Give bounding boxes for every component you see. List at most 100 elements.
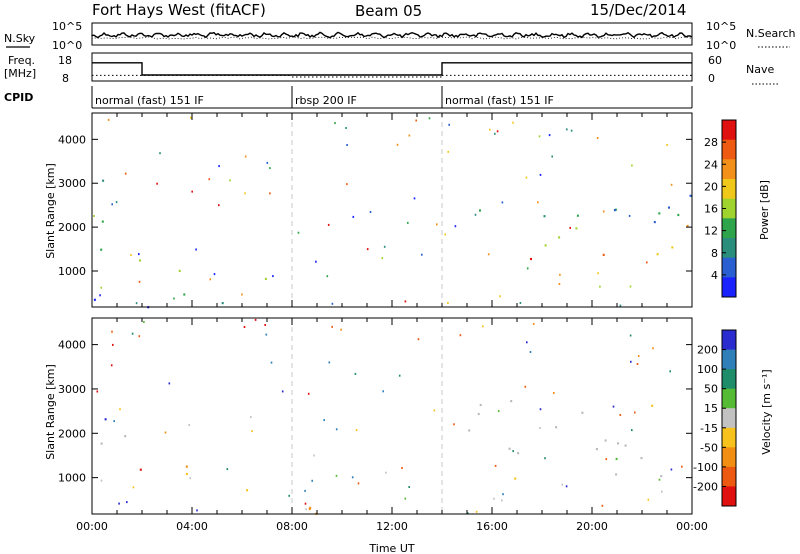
echo-cell xyxy=(221,302,224,305)
noise-cell xyxy=(601,504,604,507)
echo-cell xyxy=(602,253,605,256)
noise-cell xyxy=(512,450,514,453)
noise-cell xyxy=(311,479,313,482)
cpid-label-0: normal (fast) 151 IF xyxy=(95,94,204,107)
noise-cell xyxy=(113,420,115,423)
echo-cell xyxy=(613,209,616,212)
noise-cell xyxy=(525,176,528,179)
noise-cell xyxy=(570,129,573,132)
x-axis-label: Time UT xyxy=(368,542,414,554)
x-tick-label-4: 16:00 xyxy=(476,520,508,533)
noise-cell xyxy=(404,300,407,303)
noise-cell xyxy=(112,343,114,346)
noise-cell xyxy=(629,285,632,288)
x-tick-label-3: 12:00 xyxy=(376,520,408,533)
x-tick-label-2: 08:00 xyxy=(276,520,308,533)
noise-cell xyxy=(126,501,128,504)
noise-cell xyxy=(352,215,355,218)
noise-cell xyxy=(539,173,542,176)
echo-cell xyxy=(264,277,267,280)
colorbar-swatch-6 xyxy=(722,238,736,259)
noise-cell xyxy=(670,183,673,186)
echo-cell xyxy=(185,465,188,468)
colorbar-swatch-0 xyxy=(722,120,736,141)
echo-cell xyxy=(615,457,618,461)
noise-cell xyxy=(244,192,246,195)
noise-cell xyxy=(331,302,334,305)
velocity-colorbar: 200 100 50 15 -15 -50 -100 -200 xyxy=(693,329,737,507)
colorbar-tick-5: -50 xyxy=(700,441,718,454)
noise-cell xyxy=(681,465,683,468)
echo-cell xyxy=(558,236,561,239)
echo-cell xyxy=(624,444,627,447)
noise-cell xyxy=(404,497,407,500)
noise-cell xyxy=(241,293,243,296)
noise-cell xyxy=(526,267,529,270)
nave-tick-top: 60 xyxy=(708,54,722,67)
y-tick-label-0: 1000 xyxy=(58,265,86,278)
noise-cell xyxy=(254,318,257,321)
echo-cell xyxy=(658,212,661,215)
noise-cell xyxy=(493,497,495,500)
noise-cell xyxy=(229,179,231,182)
noise-cell xyxy=(173,297,175,300)
noise-cell xyxy=(226,468,229,471)
noise-cell xyxy=(111,203,113,206)
noise-cell xyxy=(396,143,399,146)
echo-cell xyxy=(100,248,103,251)
colorbar-tick-0: 4 xyxy=(711,269,718,282)
noise-cell xyxy=(658,478,661,481)
echo-cell xyxy=(93,298,96,301)
plot-background xyxy=(92,113,692,307)
echo-cell xyxy=(581,411,584,414)
echo-cell xyxy=(510,400,513,403)
noise-cell xyxy=(489,128,491,131)
echo-cell xyxy=(246,489,249,492)
noise-cell xyxy=(487,253,490,256)
noise-cell xyxy=(213,273,216,276)
noise-cell xyxy=(93,215,95,217)
noise-cell xyxy=(189,477,191,480)
noise-cell xyxy=(135,302,138,305)
noise-cell xyxy=(288,494,290,497)
noise-cell xyxy=(346,144,348,146)
noise-cell xyxy=(436,223,438,226)
noise-cell xyxy=(407,221,409,224)
noise-cell xyxy=(496,130,499,133)
noise-cell xyxy=(345,127,347,129)
noise-cell xyxy=(631,429,633,432)
colorbar-swatch-7 xyxy=(722,257,736,278)
freq-label: Freq. xyxy=(8,54,35,67)
colorbar-swatch-1 xyxy=(722,139,736,160)
velocity-colorbar-label: Velocity [m s⁻¹] xyxy=(760,369,773,454)
noise-cell xyxy=(143,321,145,324)
noise-cell xyxy=(138,253,140,256)
noise-cell xyxy=(96,390,99,393)
noise-cell xyxy=(631,164,633,167)
colorbar-swatch-1 xyxy=(722,349,736,370)
echo-cell xyxy=(508,447,511,450)
cpid-bar: normal (fast) 151 IF rbsp 200 IF normal (f… xyxy=(91,86,693,109)
noise-cell xyxy=(539,427,541,429)
noise-cell xyxy=(494,464,497,467)
scatter-marks xyxy=(96,318,683,515)
cpid-label-2: normal (fast) 151 IF xyxy=(445,94,554,107)
noise-cell xyxy=(251,430,253,433)
colorbar-tick-2: 50 xyxy=(704,383,718,396)
noise-cell xyxy=(401,467,403,469)
y-tick-label-3: 4000 xyxy=(58,339,86,352)
echo-cell xyxy=(677,213,680,217)
noise-cell xyxy=(637,355,640,358)
noise-cell xyxy=(100,479,103,482)
noise-cell xyxy=(408,134,411,137)
noise-cell xyxy=(346,183,348,186)
noise-cell xyxy=(544,457,546,460)
noise-cell xyxy=(539,408,542,411)
noise-cell xyxy=(669,370,671,373)
plot-background xyxy=(92,318,692,514)
noise-cell xyxy=(448,123,450,126)
colorbar-swatch-8 xyxy=(722,277,736,298)
nsky-line xyxy=(91,31,693,39)
noise-cell xyxy=(408,486,410,488)
noise-cell xyxy=(188,424,191,426)
